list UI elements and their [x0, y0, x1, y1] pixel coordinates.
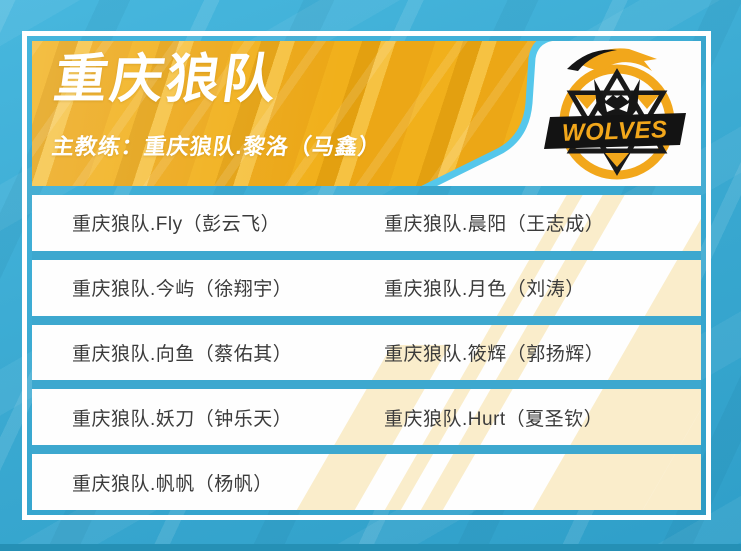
- bottom-accent-strip: [0, 544, 741, 551]
- coach-line: 主教练：重庆狼队.黎洛（马鑫）: [50, 134, 383, 159]
- team-roster-card: 重庆狼队 主教练：重庆狼队.黎洛（马鑫）: [22, 31, 711, 520]
- team-name: 重庆狼队: [50, 50, 283, 109]
- row-divider: [32, 250, 701, 260]
- row-divider: [32, 380, 701, 390]
- team-logo-panel: WOLVES: [421, 41, 701, 186]
- player-name: 重庆狼队.筱辉（郭扬辉）: [384, 343, 605, 365]
- player-name: 重庆狼队.月色（刘涛）: [384, 279, 585, 301]
- curve-accent: [421, 41, 553, 186]
- roster-rows: 重庆狼队.Fly（彭云飞） 重庆狼队.晨阳（王志成） 重庆狼队.今屿（徐翔宇） …: [32, 195, 701, 510]
- row-divider: [32, 445, 701, 455]
- wolves-logo-text: WOLVES: [561, 116, 668, 147]
- roster-row: 重庆狼队.向鱼（蔡佑其） 重庆狼队.筱辉（郭扬辉）: [32, 325, 701, 381]
- roster-row: 重庆狼队.妖刀（钟乐天） 重庆狼队.Hurt（夏圣钦）: [32, 389, 701, 445]
- player-name: 重庆狼队.帆帆（杨帆）: [72, 473, 273, 495]
- team-header: 重庆狼队 主教练：重庆狼队.黎洛（马鑫）: [32, 41, 701, 186]
- player-name: 重庆狼队.向鱼（蔡佑其）: [72, 343, 293, 365]
- player-name: 重庆狼队.晨阳（王志成）: [384, 214, 605, 236]
- roster-row: 重庆狼队.帆帆（杨帆）: [32, 454, 701, 510]
- wolves-emblem-icon: WOLVES: [544, 48, 686, 180]
- header-text-block: 重庆狼队 主教练：重庆狼队.黎洛（马鑫）: [50, 47, 383, 161]
- player-name: 重庆狼队.妖刀（钟乐天）: [72, 408, 293, 430]
- roster-row: 重庆狼队.今屿（徐翔宇） 重庆狼队.月色（刘涛）: [32, 260, 701, 316]
- player-name: 重庆狼队.Hurt（夏圣钦）: [384, 408, 604, 430]
- row-divider: [32, 315, 701, 325]
- roster-row: 重庆狼队.Fly（彭云飞） 重庆狼队.晨阳（王志成）: [32, 195, 701, 251]
- roster-table: 重庆狼队.Fly（彭云飞） 重庆狼队.晨阳（王志成） 重庆狼队.今屿（徐翔宇） …: [32, 195, 701, 510]
- player-name: 重庆狼队.今屿（徐翔宇）: [72, 279, 293, 301]
- player-name: 重庆狼队.Fly（彭云飞）: [72, 214, 281, 236]
